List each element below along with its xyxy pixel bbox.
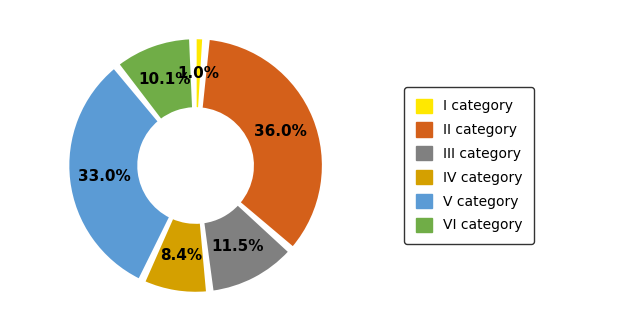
Wedge shape [196,38,203,108]
Wedge shape [203,204,289,292]
Legend: I category, II category, III category, IV category, V category, VI category: I category, II category, III category, I… [404,87,534,244]
Wedge shape [144,218,207,293]
Text: 11.5%: 11.5% [212,239,264,254]
Text: 10.1%: 10.1% [138,72,191,87]
Text: 36.0%: 36.0% [254,124,307,139]
Wedge shape [119,38,193,120]
Text: 1.0%: 1.0% [177,67,220,81]
Wedge shape [68,68,170,280]
Text: 33.0%: 33.0% [78,169,131,184]
Wedge shape [201,39,323,248]
Text: 8.4%: 8.4% [160,249,202,263]
